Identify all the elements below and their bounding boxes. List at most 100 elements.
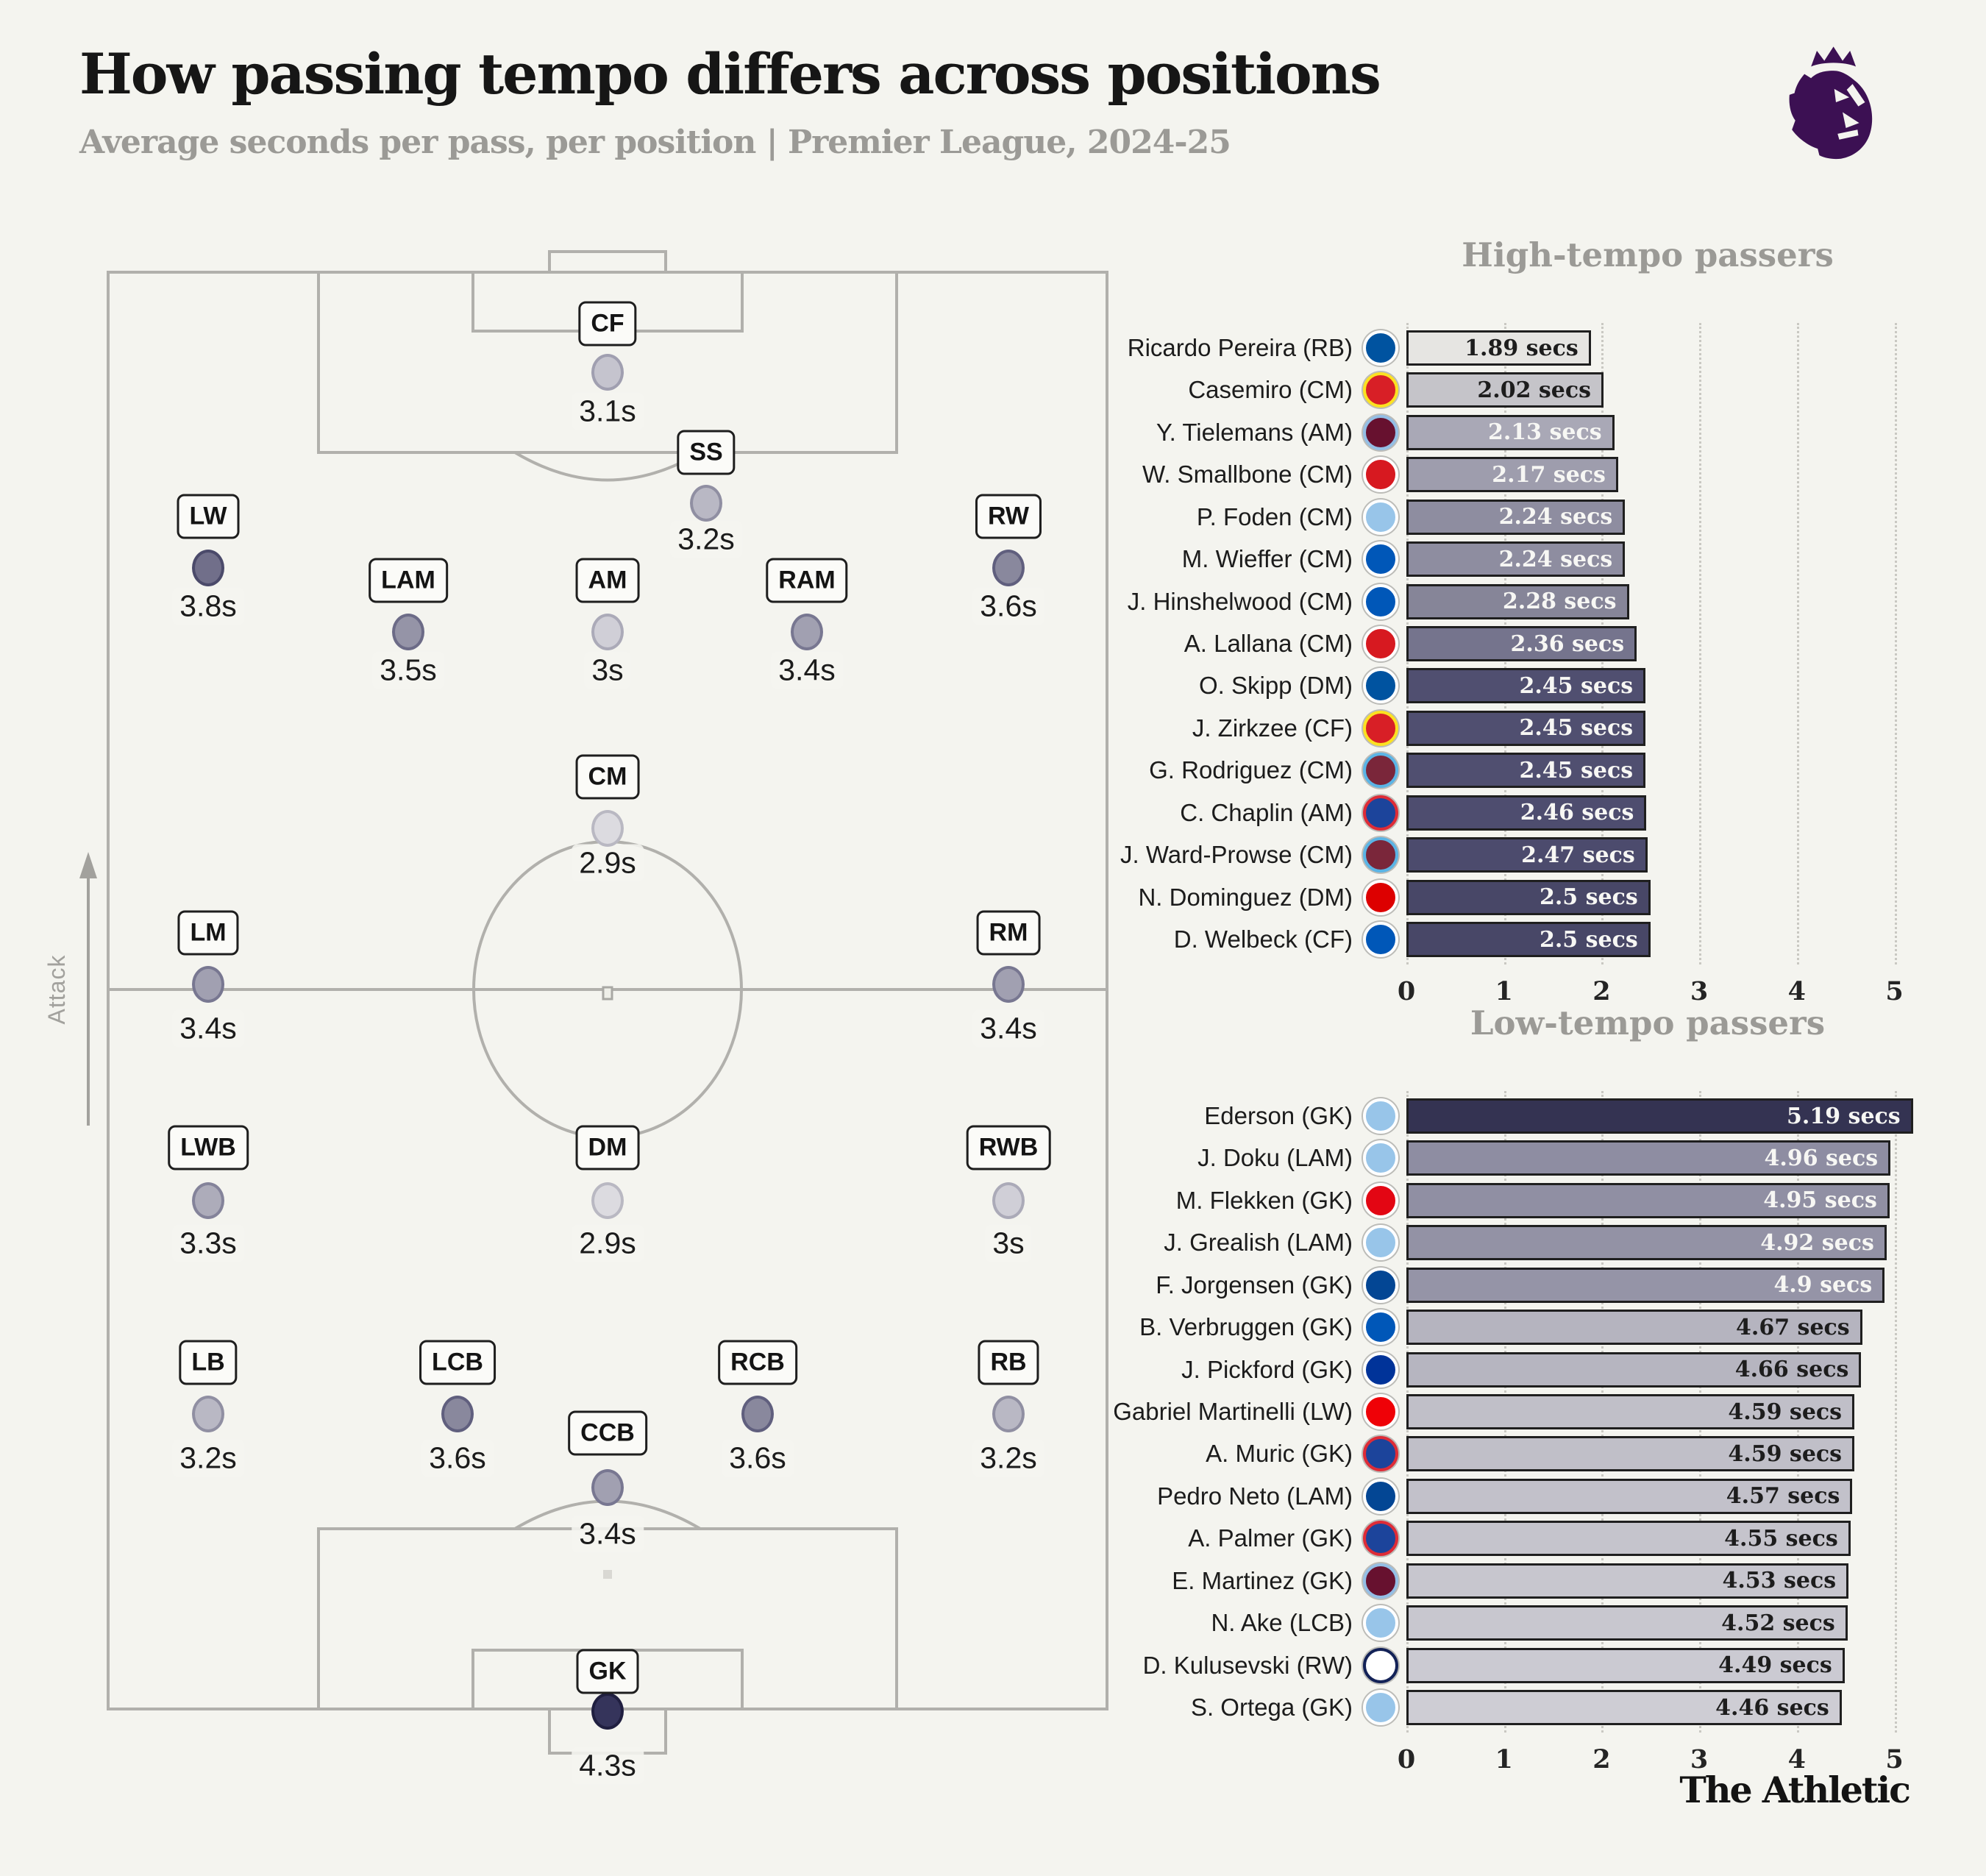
- bar-j-doku-lam-: 4.96 secs: [1406, 1140, 1891, 1176]
- club-badge-brentford-icon: [1363, 1182, 1398, 1218]
- axis-tick: 5: [1885, 1744, 1904, 1775]
- premier-league-logo-icon: [1786, 44, 1886, 174]
- position-label-lb: LB: [179, 1340, 238, 1385]
- bar-n-dominguez-dm-: 2.5 secs: [1406, 879, 1651, 915]
- position-value-lam: 3.5s: [372, 651, 444, 689]
- position-value-rwb: 3s: [985, 1224, 1032, 1262]
- player-label: N. Ake (LCB): [1211, 1609, 1353, 1637]
- position-dot-lb: [192, 1396, 224, 1432]
- axis-tick: 0: [1397, 976, 1416, 1007]
- player-label: J. Ward-Prowse (CM): [1120, 841, 1353, 869]
- player-label: A. Muric (GK): [1206, 1440, 1353, 1468]
- position-label-lw: LW: [177, 494, 240, 539]
- club-badge-brighton-icon: [1363, 541, 1398, 578]
- athletic-wordmark: The Athletic: [1679, 1769, 1911, 1811]
- position-value-rw: 3.6s: [972, 587, 1044, 625]
- club-badge-man-city-icon: [1363, 499, 1398, 535]
- position-label-ccb: CCB: [568, 1410, 647, 1456]
- player-label: O. Skipp (DM): [1198, 672, 1353, 700]
- player-label: S. Ortega (GK): [1190, 1694, 1353, 1722]
- position-dot-rw: [992, 550, 1025, 586]
- position-dot-ccb: [591, 1469, 624, 1506]
- bar-value: 4.96 secs: [1764, 1145, 1879, 1171]
- position-label-lm: LM: [177, 910, 239, 956]
- bar-d-welbeck-cf-: 2.5 secs: [1406, 922, 1651, 958]
- position-value-lcb: 3.6s: [421, 1439, 494, 1477]
- position-label-am: AM: [575, 558, 640, 603]
- axis-tick: 4: [1787, 976, 1806, 1007]
- bar-value: 2.36 secs: [1510, 630, 1625, 657]
- club-badge-west-ham-icon: [1363, 837, 1398, 873]
- club-badge-brighton-icon: [1363, 583, 1398, 619]
- club-badge-west-ham-icon: [1363, 753, 1398, 789]
- penalty-spot-bottom: [603, 1570, 612, 1579]
- bar-m-wieffer-cm-: 2.24 secs: [1406, 541, 1626, 578]
- player-label: J. Hinshelwood (CM): [1127, 587, 1353, 615]
- bar-value: 4.52 secs: [1721, 1610, 1835, 1636]
- bar-a-palmer-gk-: 4.55 secs: [1406, 1521, 1851, 1557]
- club-badge-man-city-icon: [1363, 1098, 1398, 1134]
- bar-value: 4.59 secs: [1728, 1440, 1843, 1467]
- position-label-lcb: LCB: [419, 1340, 496, 1385]
- position-dot-rcb: [741, 1396, 774, 1432]
- position-dot-rb: [992, 1396, 1025, 1432]
- club-badge-chelsea-icon: [1363, 1267, 1398, 1303]
- bar-value: 2.47 secs: [1521, 842, 1635, 868]
- bar-j-hinshelwood-cm-: 2.28 secs: [1406, 583, 1629, 619]
- position-dot-lm: [192, 966, 224, 1003]
- gridline: [1894, 1091, 1897, 1733]
- bar-value: 4.46 secs: [1715, 1694, 1829, 1721]
- bar-pedro-neto-lam-: 4.57 secs: [1406, 1478, 1853, 1514]
- player-label: Gabriel Martinelli (LW): [1113, 1398, 1353, 1425]
- position-label-lam: LAM: [369, 558, 448, 603]
- club-badge-ipswich-icon: [1363, 1521, 1398, 1557]
- pitch-diagram: Attack: [43, 250, 1108, 1755]
- bar-m-flekken-gk-: 4.95 secs: [1406, 1182, 1890, 1218]
- position-value-ccb: 3.4s: [572, 1515, 644, 1553]
- axis-tick: 1: [1495, 1744, 1513, 1775]
- position-value-ram: 3.4s: [771, 651, 843, 689]
- position-value-am: 3s: [584, 651, 631, 689]
- bar-value: 5.19 secs: [1787, 1103, 1901, 1129]
- club-badge-man-city-icon: [1363, 1605, 1398, 1641]
- club-badge-aston-villa-icon: [1363, 1563, 1398, 1599]
- player-label: Y. Tielemans (AM): [1156, 418, 1353, 446]
- position-value-cm: 2.9s: [572, 844, 644, 882]
- bar-s-ortega-gk-: 4.46 secs: [1406, 1690, 1842, 1726]
- player-label: C. Chaplin (AM): [1180, 798, 1353, 826]
- club-badge-everton-icon: [1363, 1351, 1398, 1388]
- position-dot-rm: [992, 966, 1025, 1003]
- attack-label: Attack: [43, 955, 70, 1025]
- player-label: Ederson (GK): [1204, 1102, 1353, 1129]
- player-label: J. Doku (LAM): [1197, 1144, 1353, 1172]
- bar-value: 2.13 secs: [1487, 419, 1602, 446]
- position-value-cf: 3.1s: [572, 392, 644, 430]
- goal-top: [548, 250, 667, 274]
- position-dot-lam: [392, 614, 424, 650]
- club-badge-leicester-icon: [1363, 330, 1398, 366]
- club-badge-aston-villa-icon: [1363, 414, 1398, 450]
- bar-y-tielemans-am-: 2.13 secs: [1406, 414, 1615, 450]
- gridline: [1699, 323, 1702, 965]
- bar-value: 4.49 secs: [1718, 1652, 1832, 1679]
- player-label: B. Verbruggen (GK): [1139, 1313, 1353, 1341]
- bar-value: 2.24 secs: [1498, 546, 1613, 572]
- position-value-rb: 3.2s: [972, 1439, 1044, 1477]
- club-badge-man-city-icon: [1363, 1140, 1398, 1176]
- bar-value: 4.67 secs: [1736, 1314, 1850, 1340]
- player-label: Ricardo Pereira (RB): [1127, 334, 1353, 361]
- club-badge-arsenal-icon: [1363, 1394, 1398, 1429]
- bar-value: 2.5 secs: [1539, 926, 1638, 953]
- bar-value: 2.5 secs: [1539, 884, 1638, 911]
- bar-ederson-gk-: 5.19 secs: [1406, 1098, 1913, 1134]
- club-badge-brighton-icon: [1363, 1310, 1398, 1346]
- bar-value: 4.53 secs: [1722, 1568, 1837, 1594]
- position-label-ram: RAM: [766, 558, 848, 603]
- bar-j-pickford-gk-: 4.66 secs: [1406, 1351, 1862, 1388]
- position-dot-dm: [591, 1182, 624, 1219]
- gridline: [1796, 323, 1799, 965]
- bar-value: 2.45 secs: [1519, 672, 1634, 699]
- club-badge-southampton-icon: [1363, 457, 1398, 493]
- player-label: A. Palmer (GK): [1188, 1524, 1353, 1552]
